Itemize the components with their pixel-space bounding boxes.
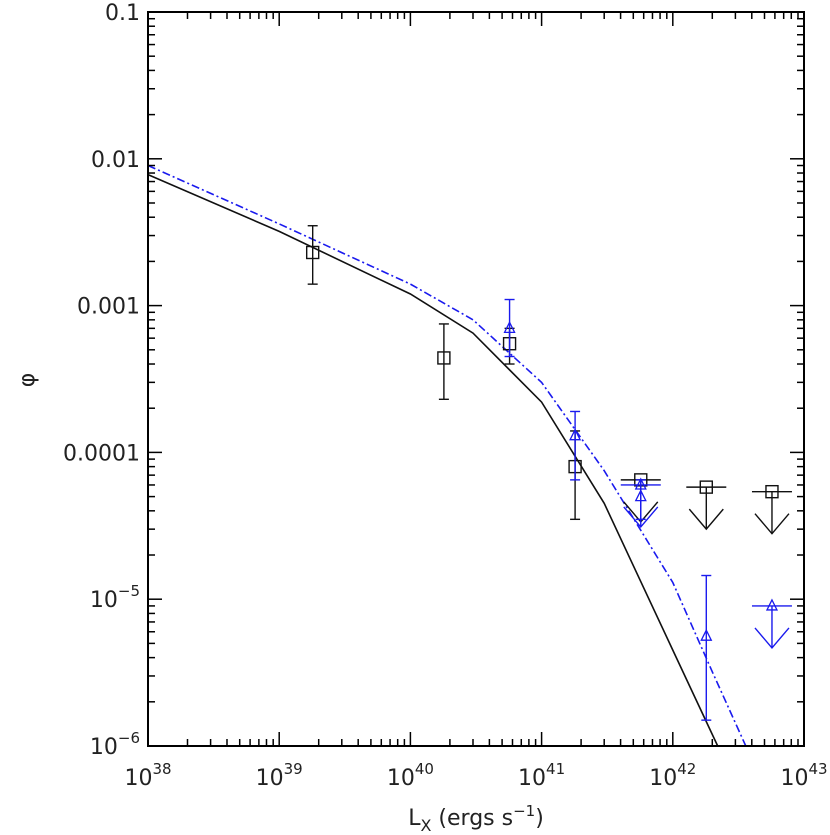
fit-curve-2	[147, 164, 747, 747]
data-point-square	[305, 245, 320, 260]
upper-limit-triangle	[765, 598, 779, 611]
y-tick-labels: 0.1 0.01 0.001 0.0001 10−5 10−6	[63, 1, 140, 760]
data-point-triangle	[503, 320, 516, 333]
plot-frame	[147, 11, 805, 747]
y-tick-label: 0.01	[91, 148, 140, 173]
x-tick-label: 1039	[256, 760, 303, 791]
x-tick-labels: 1038 1039 1040 1041 1042 1043	[124, 760, 827, 791]
upper-limit-arrowhead	[754, 513, 790, 535]
data-points	[305, 225, 792, 721]
y-tick-label: 0.001	[77, 295, 140, 320]
x-tick-label: 1041	[518, 760, 565, 791]
y-tick-label: 10−6	[90, 729, 140, 760]
x-tick-label: 1040	[387, 760, 434, 791]
fit-curve-1	[147, 173, 719, 747]
upper-limit-arrowhead	[688, 508, 724, 531]
axis-ticks	[147, 12, 804, 747]
y-axis-label: φ	[15, 373, 40, 388]
upper-limit-arrowhead	[754, 627, 790, 649]
data-point-triangle	[700, 628, 713, 641]
y-tick-label: 0.0001	[63, 441, 140, 466]
fit-curves	[147, 164, 747, 747]
x-tick-label: 1043	[780, 760, 827, 791]
data-point-square	[437, 351, 451, 365]
upper-limit-square	[765, 484, 779, 499]
upper-limit-triangle	[634, 477, 647, 490]
upper-limit-square	[699, 480, 713, 494]
x-axis-label: LX (ergs s−1)	[408, 802, 544, 835]
x-tick-label: 1038	[124, 760, 171, 791]
y-tick-label: 10−5	[90, 582, 140, 613]
x-tick-label: 1042	[649, 760, 696, 791]
upper-limit-arrowhead	[623, 506, 659, 529]
data-point-triangle	[569, 428, 582, 441]
y-tick-label: 0.1	[105, 1, 140, 26]
